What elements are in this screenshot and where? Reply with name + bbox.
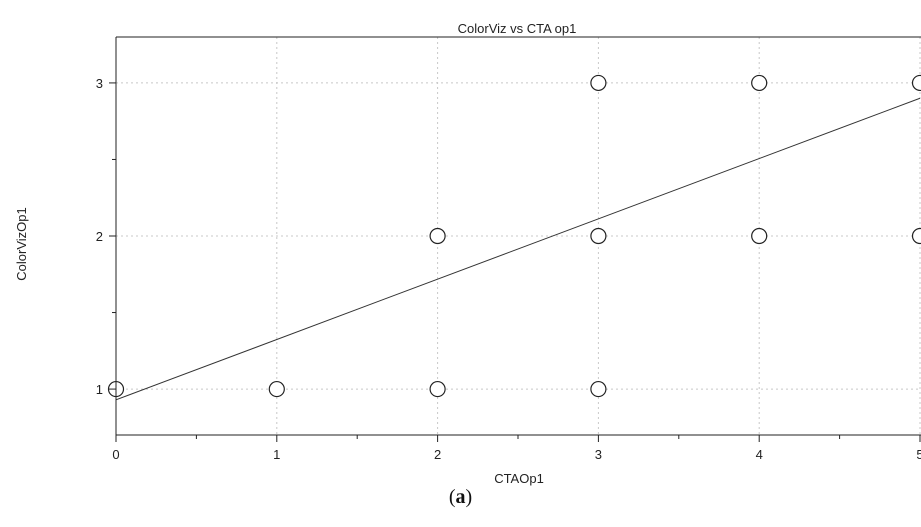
data-points: [107, 74, 921, 398]
data-point: [590, 227, 607, 245]
data-point: [751, 74, 768, 92]
data-point: [268, 380, 285, 398]
grid-lines: [115, 37, 921, 435]
data-point: [911, 227, 921, 245]
data-point: [429, 380, 446, 398]
x-axis-ticks: 0 1 2 3 4 5: [112, 435, 921, 462]
data-point: [911, 74, 921, 92]
figure-caption: (a): [0, 486, 921, 509]
x-tick-label: 1: [273, 447, 280, 462]
caption-letter: a: [455, 486, 466, 508]
x-tick-label: 4: [756, 447, 763, 462]
regression-line: [115, 97, 921, 401]
caption-close: ): [465, 486, 473, 508]
data-point: [590, 74, 607, 92]
fit-line-layer: [115, 97, 921, 401]
chart-title: ColorViz vs CTA op1: [458, 21, 577, 36]
caption-open: (: [448, 486, 456, 508]
x-axis-title: CTAOp1: [494, 471, 544, 486]
data-point: [590, 380, 607, 398]
x-tick-label: 5: [916, 447, 921, 462]
x-tick-label: 3: [595, 447, 602, 462]
y-tick-label: 3: [96, 76, 103, 91]
x-tick-label: 0: [112, 447, 119, 462]
x-tick-label: 2: [434, 447, 441, 462]
data-point: [429, 227, 446, 245]
y-axis-title: ColorVizOp1: [14, 207, 29, 280]
y-tick-label: 2: [96, 229, 103, 244]
y-axis-ticks: 1 2 3: [96, 76, 116, 397]
y-tick-label: 1: [96, 382, 103, 397]
data-point: [751, 227, 768, 245]
